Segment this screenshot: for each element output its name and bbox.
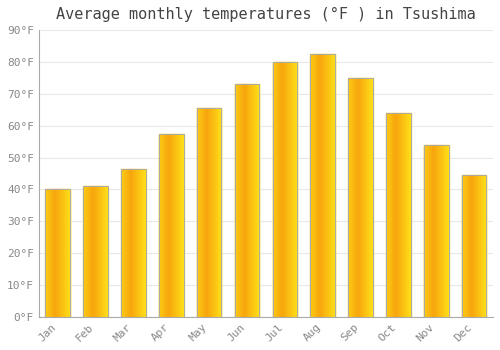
Bar [310,54,335,317]
Bar [462,175,486,317]
Title: Average monthly temperatures (°F ) in Tsushima: Average monthly temperatures (°F ) in Ts… [56,7,476,22]
Bar [386,113,410,317]
Bar [84,186,108,317]
Bar [424,145,448,317]
Bar [121,169,146,317]
Bar [348,78,373,317]
Bar [272,62,297,317]
Bar [197,108,222,317]
Bar [234,84,260,317]
Bar [159,134,184,317]
Bar [46,189,70,317]
